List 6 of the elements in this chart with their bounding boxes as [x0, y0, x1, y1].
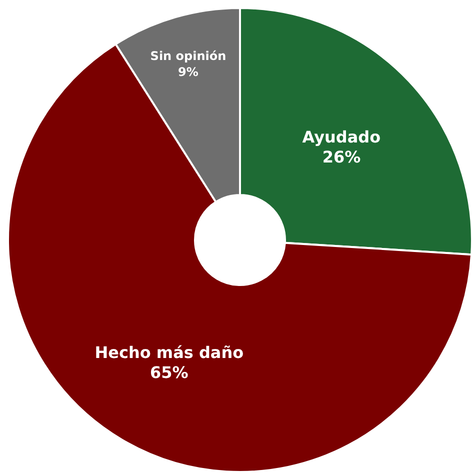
- slice-label: Ayudado: [302, 128, 381, 147]
- data-label: 26%: [322, 148, 361, 167]
- data-label: 9%: [178, 64, 198, 79]
- slice-label: Sin opinión: [150, 48, 226, 63]
- slice-label: Hecho más daño: [94, 342, 244, 362]
- data-label: 65%: [150, 362, 188, 382]
